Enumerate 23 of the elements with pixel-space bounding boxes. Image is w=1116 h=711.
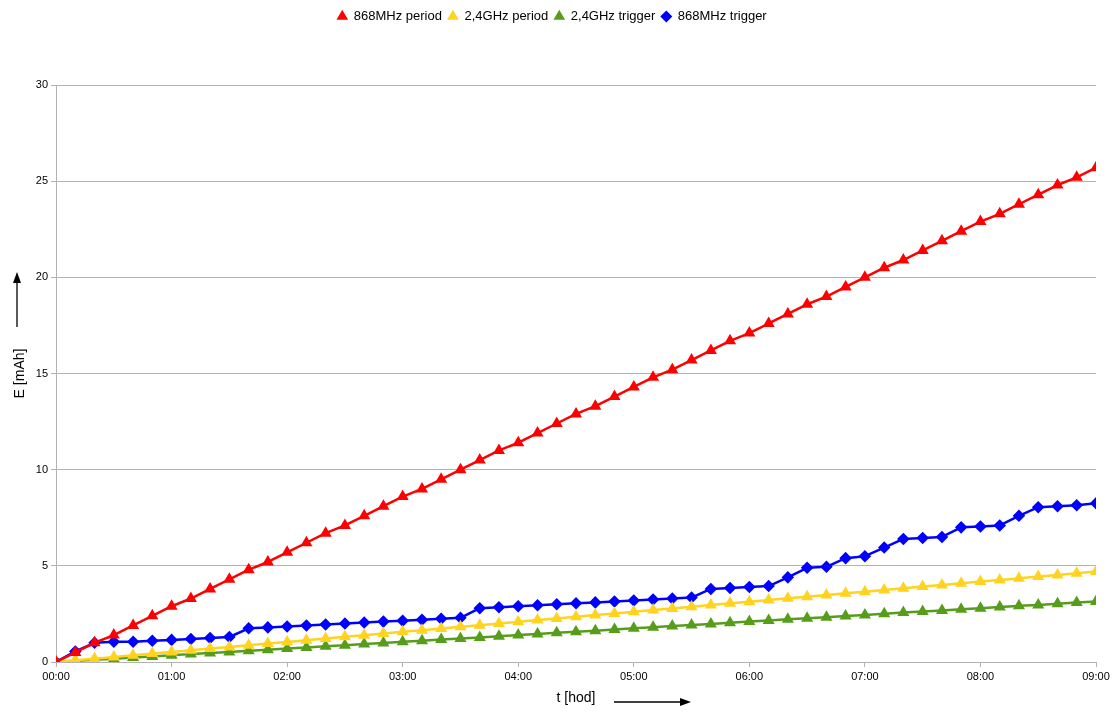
x-tick-label: 09:00: [1082, 669, 1110, 682]
x-tick-label: 06:00: [735, 669, 764, 682]
x-tick-label: 00:00: [42, 669, 70, 682]
x-tick-label: 03:00: [388, 669, 417, 682]
legend-label: 868MHz period: [353, 8, 442, 24]
x-tick-label: 05:00: [620, 669, 648, 682]
x-tick-label: 08:00: [966, 669, 995, 682]
y-tick-label: 10: [35, 462, 49, 475]
y-tick-label: 15: [35, 366, 49, 379]
x-tick-label: 01:00: [157, 669, 186, 682]
x-tick-label: 02:00: [273, 669, 301, 682]
y-axis-title: E [mAh]: [11, 348, 28, 399]
y-tick-label: 0: [41, 655, 49, 668]
x-tick-label: 07:00: [851, 669, 879, 682]
legend-label: 2,4GHz trigger: [570, 8, 656, 24]
y-tick-label: 20: [35, 270, 49, 283]
y-tick-label: 5: [41, 558, 49, 571]
y-tick-label: 30: [35, 78, 49, 91]
legend-label: 2,4GHz period: [464, 8, 549, 24]
legend-label: 868MHz trigger: [677, 8, 768, 24]
y-tick-label: 25: [35, 174, 49, 187]
x-axis-title: t [hod]: [556, 689, 596, 706]
x-tick-label: 04:00: [504, 669, 533, 682]
